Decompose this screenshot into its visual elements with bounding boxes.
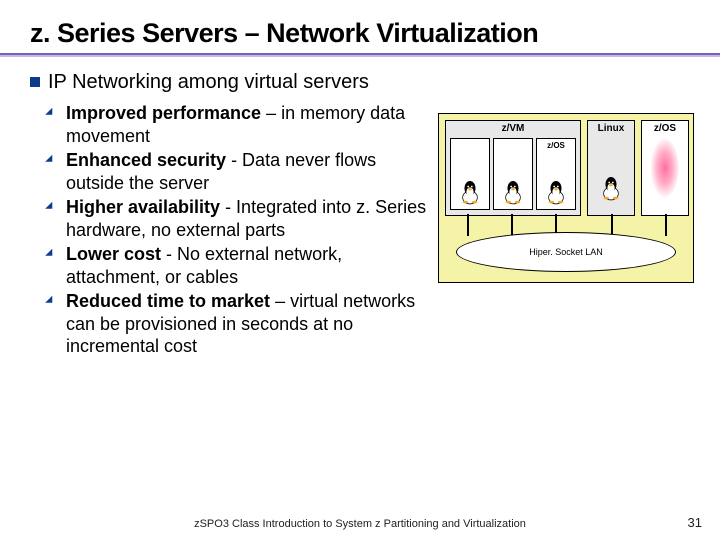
penguin-icon [545,179,567,205]
linux-label: Linux [588,121,634,136]
zos-glow-icon [651,139,679,197]
penguin-icon [459,179,481,205]
connection-line [611,214,613,236]
bullet-bold: Lower cost [66,244,161,264]
main-bullet-text: IP Networking among virtual servers [48,71,369,93]
zvm-guests: z/OS [446,136,580,210]
bullet-bold: Improved performance [66,103,261,123]
linux-partition: Linux [587,120,635,216]
bullet-bold: Enhanced security [66,150,226,170]
sub-bullet: Enhanced security - Data never flows out… [48,149,430,194]
sub-bullet: Lower cost - No external network, attach… [48,243,430,288]
left-column: IP Networking among virtual servers Impr… [30,71,430,360]
connection-line [467,214,469,236]
hipersocket-lan: Hiper. Socket LAN [456,232,676,272]
architecture-diagram: z/VM z/OS [438,113,694,283]
content-area: IP Networking among virtual servers Impr… [30,71,696,360]
zos-guest-label: z/OS [537,139,575,150]
zvm-partition: z/VM z/OS [445,120,581,216]
penguin-icon [600,175,622,201]
title-underline [0,53,720,57]
sub-bullet: Higher availability - Integrated into z.… [48,196,430,241]
connection-line [511,214,513,236]
penguin-icon [502,179,524,205]
right-column: z/VM z/OS [438,71,696,360]
zos-partition: z/OS [641,120,689,216]
bullet-bold: Higher availability [66,197,220,217]
linux-guest [450,138,490,210]
page-number: 31 [688,515,702,530]
linux-guest [493,138,533,210]
zvm-label: z/VM [446,121,580,136]
sub-bullet: Reduced time to market – virtual network… [48,290,430,358]
slide-title: z. Series Servers – Network Virtualizati… [30,18,696,49]
footer-text: zSPO3 Class Introduction to System z Par… [0,518,720,530]
connection-line [665,214,667,236]
lan-label: Hiper. Socket LAN [529,247,603,257]
sub-bullet: Improved performance – in memory data mo… [48,102,430,147]
zos-label: z/OS [642,121,688,136]
bullet-bold: Reduced time to market [66,291,270,311]
zos-guest: z/OS [536,138,576,210]
main-bullet: IP Networking among virtual servers [30,71,430,94]
